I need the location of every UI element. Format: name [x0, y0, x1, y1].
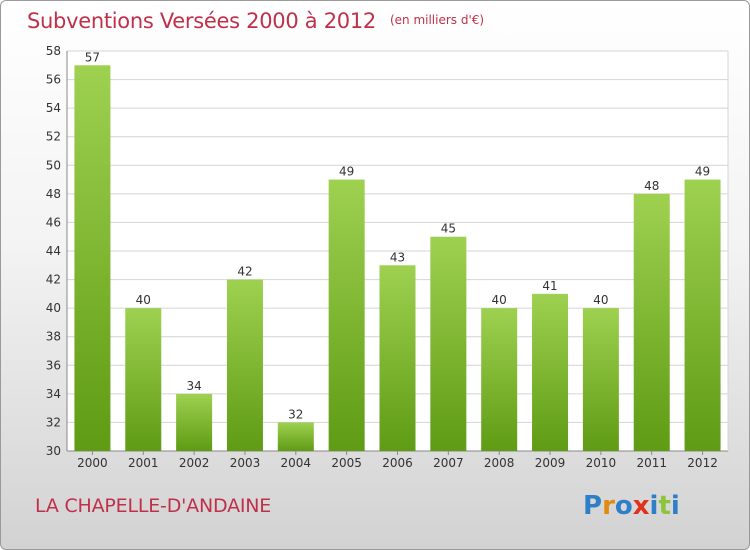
x-tick-label: 2012 — [687, 456, 718, 470]
y-tick-label: 38 — [46, 330, 61, 344]
bar-2002 — [176, 393, 213, 451]
bar-2000 — [74, 65, 111, 452]
bar-2001 — [125, 308, 162, 451]
bar-2003 — [226, 279, 263, 451]
bar-2004 — [277, 422, 314, 451]
value-label: 32 — [288, 407, 303, 421]
logo-letter: x — [632, 491, 650, 521]
value-label: 42 — [237, 265, 252, 279]
y-tick-label: 50 — [46, 158, 61, 172]
y-tick-label: 30 — [46, 444, 61, 458]
value-label: 43 — [390, 250, 405, 264]
commune-name: LA CHAPELLE-D'ANDAINE — [35, 495, 272, 517]
y-tick-label: 58 — [46, 44, 61, 58]
x-tick-label: 2004 — [281, 456, 312, 470]
value-label: 41 — [542, 279, 557, 293]
chart-subtitle: (en milliers d'€) — [389, 13, 485, 27]
bar-2012 — [684, 179, 721, 452]
logo-letter: r — [602, 491, 615, 521]
x-tick-label: 2002 — [179, 456, 210, 470]
bar-2006 — [379, 265, 416, 451]
x-tick-label: 2007 — [433, 456, 464, 470]
logo-letter: P — [583, 491, 603, 521]
chart-title: Subventions Versées 2000 à 2012 — [27, 9, 376, 33]
y-tick-label: 56 — [46, 73, 61, 87]
title-row: Subventions Versées 2000 à 2012 (en milli… — [27, 9, 484, 33]
y-tick-label: 40 — [46, 301, 61, 315]
bar-2005 — [328, 179, 365, 452]
value-label: 34 — [186, 379, 201, 393]
value-label: 48 — [644, 179, 659, 193]
value-label: 45 — [441, 222, 456, 236]
logo-letter: o — [614, 491, 633, 521]
y-tick-label: 52 — [46, 130, 61, 144]
logo-letter: i — [649, 491, 659, 521]
y-tick-label: 42 — [46, 273, 61, 287]
x-tick-label: 2005 — [331, 456, 362, 470]
y-tick-label: 36 — [46, 358, 61, 372]
value-label: 40 — [136, 293, 151, 307]
logo-letter: t — [658, 491, 671, 521]
value-labels: 57 40 34 42 32 49 43 45 40 41 40 48 49 — [85, 50, 710, 421]
proxiti-logo: Proxiti — [583, 491, 680, 521]
y-tick-label: 46 — [46, 215, 61, 229]
x-tick-label: 2001 — [128, 456, 159, 470]
x-tick-label: 2000 — [77, 456, 108, 470]
x-axis: 2000 2001 2002 2003 2004 2005 2006 2007 2008 2009… — [77, 451, 718, 470]
bar-2007 — [430, 236, 467, 451]
bar-2009 — [532, 293, 569, 451]
x-tick-label: 2006 — [382, 456, 413, 470]
x-tick-label: 2011 — [636, 456, 667, 470]
value-label: 49 — [339, 165, 354, 179]
x-tick-label: 2008 — [484, 456, 515, 470]
y-tick-label: 48 — [46, 187, 61, 201]
value-label: 57 — [85, 50, 100, 64]
value-label: 40 — [492, 293, 507, 307]
bar-2008 — [481, 308, 518, 451]
y-tick-label: 34 — [46, 387, 61, 401]
x-tick-label: 2009 — [535, 456, 566, 470]
logo-letter: i — [670, 491, 680, 521]
x-tick-label: 2010 — [586, 456, 617, 470]
bar-2010 — [582, 308, 619, 451]
value-label: 49 — [695, 165, 710, 179]
bars — [74, 65, 721, 452]
x-tick-label: 2003 — [230, 456, 261, 470]
value-label: 40 — [593, 293, 608, 307]
y-tick-label: 32 — [46, 415, 61, 429]
y-tick-label: 54 — [46, 101, 61, 115]
y-tick-label: 44 — [46, 244, 61, 258]
bar-2011 — [633, 193, 670, 451]
